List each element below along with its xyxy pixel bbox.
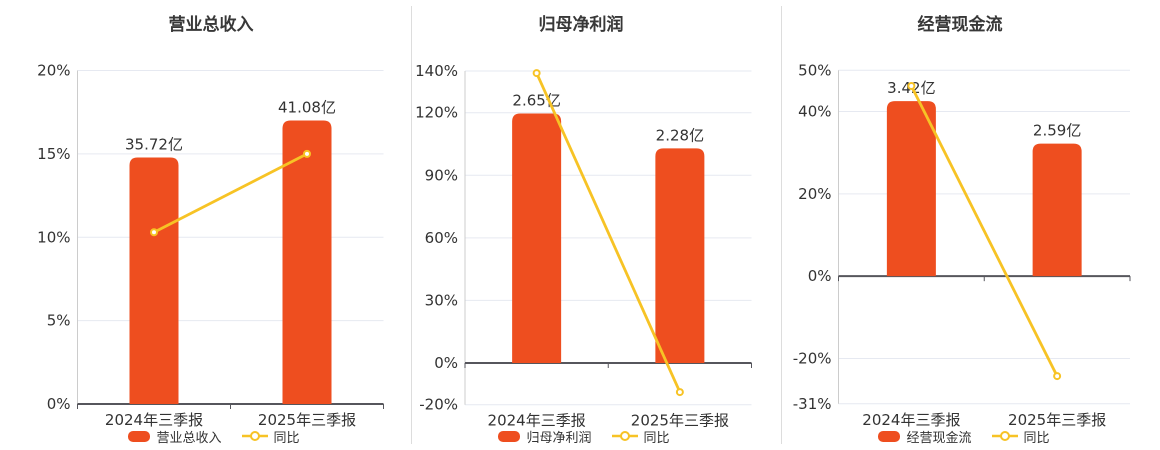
chart-经营现金流: -31%-20%0%20%40%50%3.42亿2024年三季报2.59亿202… bbox=[793, 61, 1131, 429]
panel-divider bbox=[411, 6, 412, 444]
bar-value-label: 2.65亿 bbox=[512, 92, 560, 110]
legend-net-profit: 归母净利润 同比 bbox=[414, 428, 754, 446]
x-category-label: 2025年三季报 bbox=[258, 411, 356, 429]
y-tick-label: -20% bbox=[419, 396, 458, 414]
bar-series-legend-swatch[interactable] bbox=[878, 430, 901, 442]
y-tick-label: 5% bbox=[47, 312, 71, 330]
line-series-legend-marker[interactable] bbox=[241, 430, 268, 442]
x-category-label: 2024年三季报 bbox=[488, 412, 586, 430]
bar-series-legend-label[interactable]: 归母净利润 bbox=[526, 430, 592, 446]
legend-cash-flow: 经营现金流 同比 bbox=[794, 428, 1134, 446]
yoy-line[interactable] bbox=[153, 152, 308, 234]
bar-series-legend-label[interactable]: 经营现金流 bbox=[906, 430, 972, 446]
y-tick-label: 60% bbox=[425, 229, 458, 247]
bar-2025年三季报[interactable] bbox=[1032, 143, 1082, 277]
y-tick-label: 20% bbox=[37, 62, 70, 80]
x-category-label: 2024年三季报 bbox=[862, 411, 960, 429]
y-tick-label: 0% bbox=[47, 395, 71, 413]
yoy-point[interactable] bbox=[150, 228, 158, 237]
yoy-line[interactable] bbox=[910, 85, 1059, 377]
x-category-label: 2025年三季报 bbox=[631, 412, 729, 430]
bar-2025年三季报[interactable] bbox=[655, 148, 705, 363]
y-tick-label: 120% bbox=[415, 104, 458, 122]
bar-series-legend-swatch[interactable] bbox=[498, 430, 521, 442]
y-tick-label: 40% bbox=[798, 102, 831, 120]
yoy-point[interactable] bbox=[532, 69, 541, 78]
legend-revenue: 营业总收入 同比 bbox=[44, 428, 384, 446]
y-tick-label: -31% bbox=[793, 395, 832, 413]
bar-value-label: 41.08亿 bbox=[278, 99, 336, 117]
y-tick-label: 30% bbox=[425, 291, 458, 309]
y-tick-label: 0% bbox=[808, 267, 832, 285]
bar-series-legend-swatch[interactable] bbox=[128, 430, 151, 442]
chart-归母净利润: -20% 0% 30% 60% 90% 120% 140% 2.65亿 2024年三季报 2.28… bbox=[415, 62, 752, 430]
x-category-label: 2025年三季报 bbox=[1008, 411, 1106, 429]
panel-divider bbox=[781, 6, 782, 444]
line-series-legend-marker[interactable] bbox=[991, 430, 1018, 442]
y-tick-label: 10% bbox=[37, 228, 70, 246]
y-tick-label: 20% bbox=[798, 185, 831, 203]
yoy-point[interactable] bbox=[907, 81, 916, 90]
chart-title-cash-flow: 经营现金流 bbox=[917, 15, 1003, 35]
bar-series-legend-label[interactable]: 营业总收入 bbox=[156, 430, 222, 446]
line-series-legend-label[interactable]: 同比 bbox=[1023, 430, 1050, 446]
bar-value-label: 2.59亿 bbox=[1033, 122, 1081, 140]
bar-2024年三季报[interactable] bbox=[886, 101, 936, 277]
chart-营业总收入: 0% 5% 10% 15% 20% 35.72亿 2024年三季报 41.08亿 2025年三季… bbox=[37, 62, 384, 429]
y-tick-label: 50% bbox=[798, 61, 831, 79]
line-series-legend-label[interactable]: 同比 bbox=[643, 430, 670, 446]
y-tick-label: 0% bbox=[434, 354, 458, 372]
yoy-line[interactable] bbox=[535, 72, 682, 393]
bar-2024年三季报[interactable] bbox=[512, 113, 562, 363]
bar-2025年三季报[interactable] bbox=[282, 120, 332, 405]
chart-title-net-profit: 归母净利润 bbox=[538, 15, 624, 35]
yoy-point[interactable] bbox=[1053, 372, 1062, 381]
chart-title-revenue: 营业总收入 bbox=[168, 15, 254, 35]
y-tick-label: 90% bbox=[425, 166, 458, 184]
y-tick-label: 15% bbox=[37, 145, 70, 163]
bar-value-label: 2.28亿 bbox=[656, 126, 704, 144]
x-category-label: 2024年三季报 bbox=[105, 411, 203, 429]
bar-value-label: 35.72亿 bbox=[125, 136, 183, 154]
line-series-legend-label[interactable]: 同比 bbox=[273, 430, 300, 446]
bar-2024年三季报[interactable] bbox=[129, 157, 179, 404]
line-series-legend-marker[interactable] bbox=[611, 430, 638, 442]
y-tick-label: -20% bbox=[793, 350, 832, 368]
yoy-point[interactable] bbox=[675, 388, 684, 397]
yoy-point[interactable] bbox=[303, 149, 311, 158]
y-tick-label: 140% bbox=[415, 62, 458, 80]
